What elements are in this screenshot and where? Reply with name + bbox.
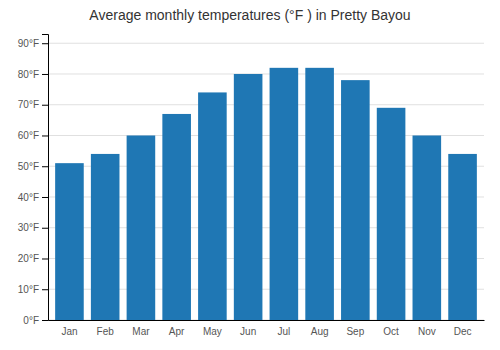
bars <box>55 68 477 320</box>
y-tick: 90°F <box>18 38 48 49</box>
y-tick-label: 50°F <box>18 161 39 172</box>
y-tick-label: 10°F <box>18 284 39 295</box>
y-tick-mark <box>42 289 48 290</box>
y-tick-mark <box>42 258 48 259</box>
x-tick-label: Feb <box>97 326 115 337</box>
y-tick: 10°F <box>18 284 48 295</box>
x-tick-label: Jun <box>240 326 256 337</box>
bar <box>270 68 299 320</box>
plot: Jan Feb Mar Apr May Jun Jul Aug Sep Oct Nov Dec 0°F 1… <box>18 35 485 338</box>
bar <box>91 154 120 320</box>
bar <box>55 163 84 320</box>
bar <box>127 135 156 320</box>
bar <box>305 68 334 320</box>
x-tick-label: Oct <box>383 326 399 337</box>
x-tick: Jul <box>277 326 290 337</box>
bar <box>341 80 370 320</box>
y-tick: 80°F <box>18 69 48 80</box>
x-tick: Dec <box>454 326 472 337</box>
x-tick-label: Apr <box>169 326 185 337</box>
x-tick: Sep <box>346 326 364 337</box>
x-tick-label: Jul <box>277 326 290 337</box>
y-tick-mark <box>42 105 48 106</box>
x-tick: Mar <box>132 326 150 337</box>
x-tick: May <box>203 326 222 337</box>
y-tick: 20°F <box>18 253 48 264</box>
y-tick-mark <box>42 43 48 44</box>
y-tick-label: 90°F <box>18 38 39 49</box>
y-tick-label: 30°F <box>18 222 39 233</box>
y-tick-mark <box>42 166 48 167</box>
x-tick: Jan <box>61 326 77 337</box>
x-tick-label: Dec <box>454 326 472 337</box>
y-tick: 40°F <box>18 192 48 203</box>
bar <box>162 114 191 320</box>
x-tick: Nov <box>418 326 436 337</box>
chart: Average monthly temperatures (°F ) in Pr… <box>0 0 500 350</box>
bar <box>234 74 263 320</box>
y-tick-mark <box>42 74 48 75</box>
title: Average monthly temperatures (°F ) in Pr… <box>89 7 410 23</box>
x-tick-label: Mar <box>132 326 150 337</box>
y-tick-label: 60°F <box>18 130 39 141</box>
x-tick-label: Jan <box>61 326 77 337</box>
y-tick: 0°F <box>23 315 48 326</box>
y-tick-label: 40°F <box>18 192 39 203</box>
y-axis: 0°F 10°F 20°F 30°F 40°F 50°F 60°F 70°F 80°F 90°F <box>18 35 49 326</box>
bar <box>413 135 442 320</box>
grid <box>48 43 484 320</box>
x-tick: Feb <box>97 326 115 337</box>
grid-line <box>48 104 484 105</box>
y-tick: 30°F <box>18 222 48 233</box>
grid-line <box>48 43 484 44</box>
y-tick-label: 80°F <box>18 69 39 80</box>
y-tick-label: 20°F <box>18 253 39 264</box>
x-tick-label: May <box>203 326 222 337</box>
y-tick-mark <box>42 197 48 198</box>
y-tick-mark <box>42 135 48 136</box>
y-tick-mark <box>42 320 48 321</box>
x-tick-label: Nov <box>418 326 436 337</box>
y-tick-label: 0°F <box>23 315 39 326</box>
x-axis-line <box>49 320 485 321</box>
grid-line <box>48 73 484 74</box>
x-tick: Oct <box>383 326 399 337</box>
x-tick: Apr <box>169 326 185 337</box>
y-tick-label: 70°F <box>18 99 39 110</box>
y-tick: 70°F <box>18 99 48 110</box>
x-tick-label: Aug <box>311 326 329 337</box>
bar <box>377 108 406 320</box>
y-axis-line <box>42 35 49 321</box>
x-axis: Jan Feb Mar Apr May Jun Jul Aug Sep Oct Nov Dec <box>49 321 485 338</box>
y-tick: 50°F <box>18 161 48 172</box>
y-tick-mark <box>42 228 48 229</box>
bar <box>198 92 227 320</box>
x-tick: Aug <box>311 326 329 337</box>
y-tick: 60°F <box>18 130 48 141</box>
x-tick: Jun <box>240 326 256 337</box>
x-tick-label: Sep <box>346 326 364 337</box>
bar <box>448 154 477 320</box>
